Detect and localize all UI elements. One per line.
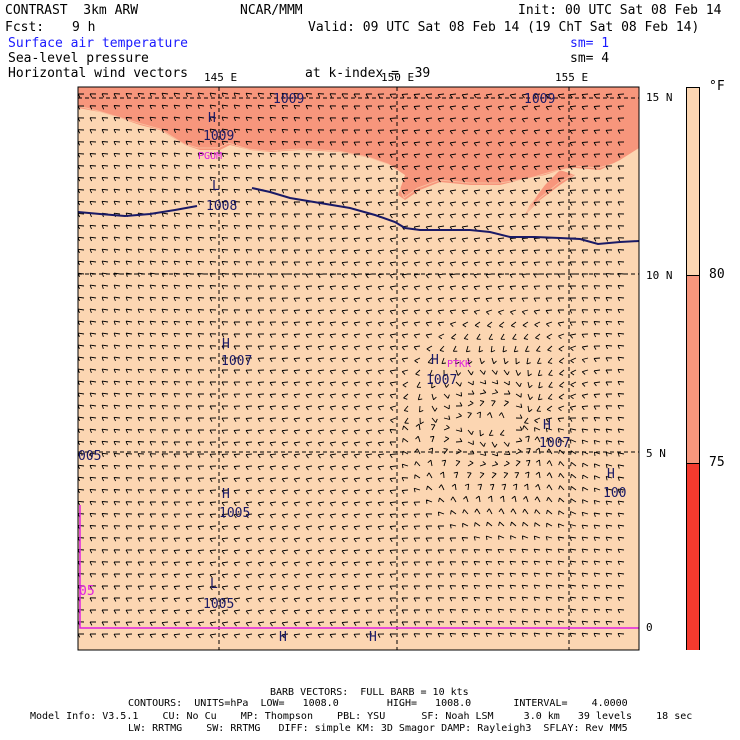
footer-physics-info: LW: RRTMG SW: RRTMG DIFF: simple KM: 3D … <box>128 723 628 734</box>
pressure-value: 1007 <box>221 354 253 369</box>
field-label-temperature: Surface air temperature <box>8 36 189 51</box>
footer-model-info: Model Info: V3.5.1 CU: No Cu MP: Thompso… <box>30 711 693 722</box>
lat-label-0: 0 <box>646 621 653 634</box>
legend-label-80: 80 <box>709 267 725 282</box>
init-time: Init: 00 UTC Sat 08 Feb 14 <box>518 3 722 18</box>
pressure-value: 1005 <box>219 506 251 521</box>
legend-swatch-cool <box>687 88 699 275</box>
station-label-ptkk: PTKK <box>447 359 472 370</box>
domain-boundary <box>79 505 639 629</box>
pressure-center: H <box>222 337 230 352</box>
model-title: CONTRAST 3km ARW <box>5 3 139 18</box>
pressure-value: 1007 <box>539 436 571 451</box>
center-label: NCAR/MMM <box>240 3 303 18</box>
lon-label-155: 155 E <box>555 71 589 84</box>
legend-unit: °F <box>709 79 725 94</box>
map-background <box>78 87 639 650</box>
pressure-center: H <box>279 630 287 645</box>
field-label-pressure: Sea-level pressure <box>8 51 149 66</box>
pressure-center: H <box>607 467 615 482</box>
pressure-center: H <box>222 487 230 502</box>
field-sm-temperature: sm= 1 <box>570 36 610 51</box>
pressure-value: 1009 <box>203 129 235 144</box>
lat-label-15n: 15 N <box>646 91 673 104</box>
wind-barb-field <box>77 92 625 639</box>
pressure-value: 1009 <box>524 92 556 107</box>
map-frame <box>77 86 640 651</box>
pressure-center: H <box>208 111 216 126</box>
legend-swatch-warm <box>687 463 699 650</box>
footer-barb-info: BARB VECTORS: FULL BARB = 10 kts <box>270 687 469 698</box>
lat-label-5n: 5 N <box>646 447 666 460</box>
footer-contours-info: CONTOURS: UNITS=hPa LOW= 1008.0 HIGH= 10… <box>128 698 628 709</box>
legend-swatch-mid <box>687 275 699 464</box>
color-legend <box>686 87 700 650</box>
pressure-center: L <box>210 577 218 592</box>
field-label-wind: Horizontal wind vectors <box>8 66 189 81</box>
field-sm-pressure: sm= 4 <box>570 51 610 66</box>
pressure-value: 05 <box>79 584 95 599</box>
kindex-label: at k-index = 39 <box>305 66 431 81</box>
pressure-center: L <box>212 179 220 194</box>
pressure-value: 005 <box>78 449 102 464</box>
pressure-value: 1009 <box>273 92 305 107</box>
lat-label-10n: 10 N <box>646 269 673 282</box>
lon-label-145: 145 E <box>204 71 238 84</box>
wind-barbs <box>77 92 625 639</box>
fcst-value: 9 h <box>72 20 96 35</box>
pressure-value: 1008 <box>206 199 238 214</box>
station-label-pgum: PGUM <box>198 151 223 162</box>
legend-label-75: 75 <box>709 455 725 470</box>
pressure-center: H <box>543 418 551 433</box>
pressure-value: 1007 <box>426 373 458 388</box>
pressure-value: 1005 <box>203 597 235 612</box>
valid-time: Valid: 09 UTC Sat 08 Feb 14 (19 ChT Sat … <box>308 20 700 35</box>
fcst-label: Fcst: <box>5 20 45 35</box>
pressure-value: 100 <box>603 486 627 501</box>
temperature-contour <box>77 187 640 246</box>
pressure-center: H <box>431 353 439 368</box>
pressure-center: H <box>369 630 377 645</box>
lon-label-150: 150 E <box>381 71 415 84</box>
